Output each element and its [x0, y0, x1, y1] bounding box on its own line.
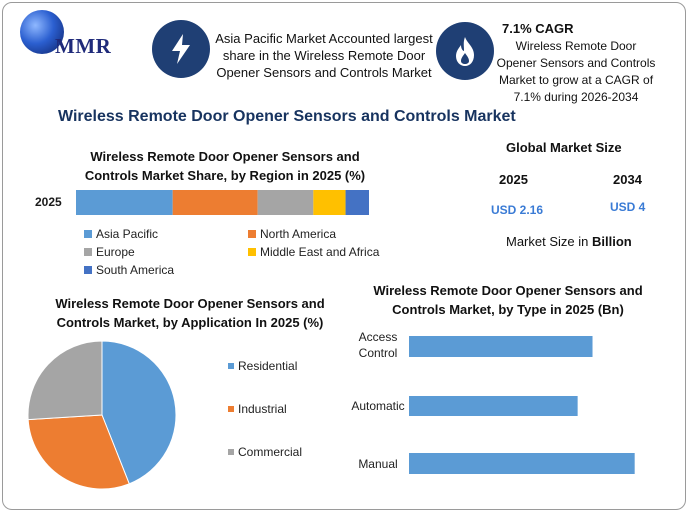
flame-icon [436, 22, 494, 80]
legend-swatch [248, 230, 256, 238]
type-bar-automatic [409, 396, 578, 416]
cagr-description: Wireless Remote Door Opener Sensors and … [496, 39, 656, 104]
global-market-title: Global Market Size [506, 140, 622, 155]
region-bar-segment-europe [257, 190, 314, 215]
globe-logo-icon [20, 10, 64, 54]
market-value-2025: USD 2.16 [491, 203, 544, 217]
legend-residential: Residential [228, 359, 297, 373]
region-chart-title: Wireless Remote Door Opener Sensors and … [84, 149, 366, 183]
market-value-2034: USD 4 [610, 200, 646, 214]
region-bar-segment-north-america [172, 190, 258, 215]
legend-swatch [228, 449, 234, 455]
main-title: Wireless Remote Door Opener Sensors and … [58, 108, 516, 125]
legend-industrial: Industrial [228, 402, 287, 416]
legend-swatch [84, 266, 92, 274]
legend-north-america: North America [248, 227, 336, 241]
type-chart-title: Wireless Remote Door Opener Sensors and … [373, 283, 643, 317]
region-bar-segment-south-america [345, 190, 369, 215]
legend-swatch [84, 248, 92, 256]
type-category-label: Control [359, 346, 398, 360]
legend-label: Industrial [238, 402, 287, 416]
pie-slice-industrial [27, 414, 130, 490]
type-category-label: Manual [358, 457, 397, 471]
market-year-2025: 2025 [499, 172, 528, 187]
market-size-unit: Billion [591, 234, 632, 249]
legend-europe: Europe [84, 245, 135, 259]
type-category-label: Automatic [351, 399, 404, 413]
application-chart-title: Wireless Remote Door Opener Sensors and … [55, 296, 325, 330]
market-size-note: Market Size in Billion [506, 234, 632, 249]
type-bar-access-control [409, 336, 593, 357]
market-year-2034: 2034 [613, 172, 642, 187]
legend-label: North America [260, 227, 337, 241]
asia-pacific-statement: Asia Pacific Market Accounted largest sh… [215, 31, 433, 80]
logo-text: MMR [55, 34, 112, 58]
legend-swatch [248, 248, 256, 256]
type-category-label: Access [359, 330, 398, 344]
legend-swatch [228, 406, 234, 412]
legend-commercial: Commercial [228, 445, 302, 459]
legend-middle-east-africa: Middle East and Africa [248, 245, 379, 259]
legend-label: Europe [96, 245, 135, 259]
region-chart-year-label: 2025 [35, 195, 62, 209]
pie-slice-commercial [27, 340, 103, 421]
legend-swatch [228, 363, 234, 369]
legend-label: Commercial [238, 445, 303, 459]
type-bar-manual [409, 453, 635, 474]
legend-asia-pacific: Asia Pacific [84, 227, 158, 241]
region-bar-segment-middle-east-and-africa [313, 190, 346, 215]
legend-label: Middle East and Africa [260, 245, 380, 259]
infographic-frame [2, 2, 686, 510]
legend-label: Residential [238, 359, 298, 373]
pie-slice-residential [101, 340, 177, 485]
legend-label: Asia Pacific [96, 227, 159, 241]
region-bar-segment-asia-pacific [76, 190, 173, 215]
legend-swatch [84, 230, 92, 238]
legend-label: South America [96, 263, 175, 277]
cagr-title: 7.1% CAGR [502, 21, 574, 36]
legend-south-america: South America [84, 263, 174, 277]
lightning-bolt-icon [152, 20, 210, 78]
market-size-note-prefix: Market Size in [506, 234, 592, 249]
